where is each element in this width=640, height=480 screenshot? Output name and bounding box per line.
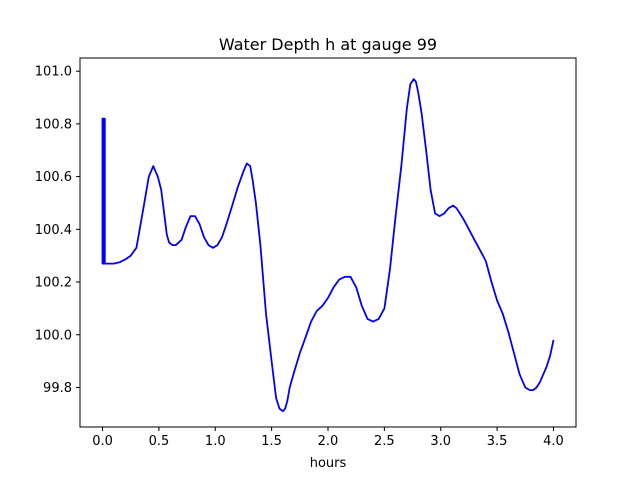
x-tick-label: 3.0 [430, 434, 451, 449]
y-tick-label: 100.6 [35, 170, 72, 185]
x-tick-label: 3.5 [487, 434, 508, 449]
y-tick-label: 99.8 [43, 381, 72, 396]
y-tick-label: 100.8 [35, 117, 72, 132]
x-tick-label: 1.0 [205, 434, 226, 449]
x-tick-label: 1.5 [261, 434, 282, 449]
x-tick-label: 0.0 [92, 434, 113, 449]
y-axis-ticks: 99.8 100.0 100.2 100.4 100.6 100.8 101.0 [35, 65, 80, 396]
y-tick-label: 100.0 [35, 328, 72, 343]
series-line-0 [101, 78, 555, 413]
x-tick-label: 2.0 [318, 434, 339, 449]
x-tick-label: 0.5 [149, 434, 170, 449]
y-tick-label: 100.4 [35, 223, 72, 238]
x-tick-label: 4.0 [543, 434, 564, 449]
x-axis-ticks: 0.0 0.5 1.0 1.5 2.0 2.5 3.0 3.5 4.0 [92, 427, 564, 449]
chart-title: Water Depth h at gauge 99 [219, 35, 437, 54]
x-axis-label: hours [310, 456, 347, 471]
y-tick-label: 101.0 [35, 65, 72, 80]
x-tick-label: 2.5 [374, 434, 395, 449]
y-tick-label: 100.2 [35, 276, 72, 291]
